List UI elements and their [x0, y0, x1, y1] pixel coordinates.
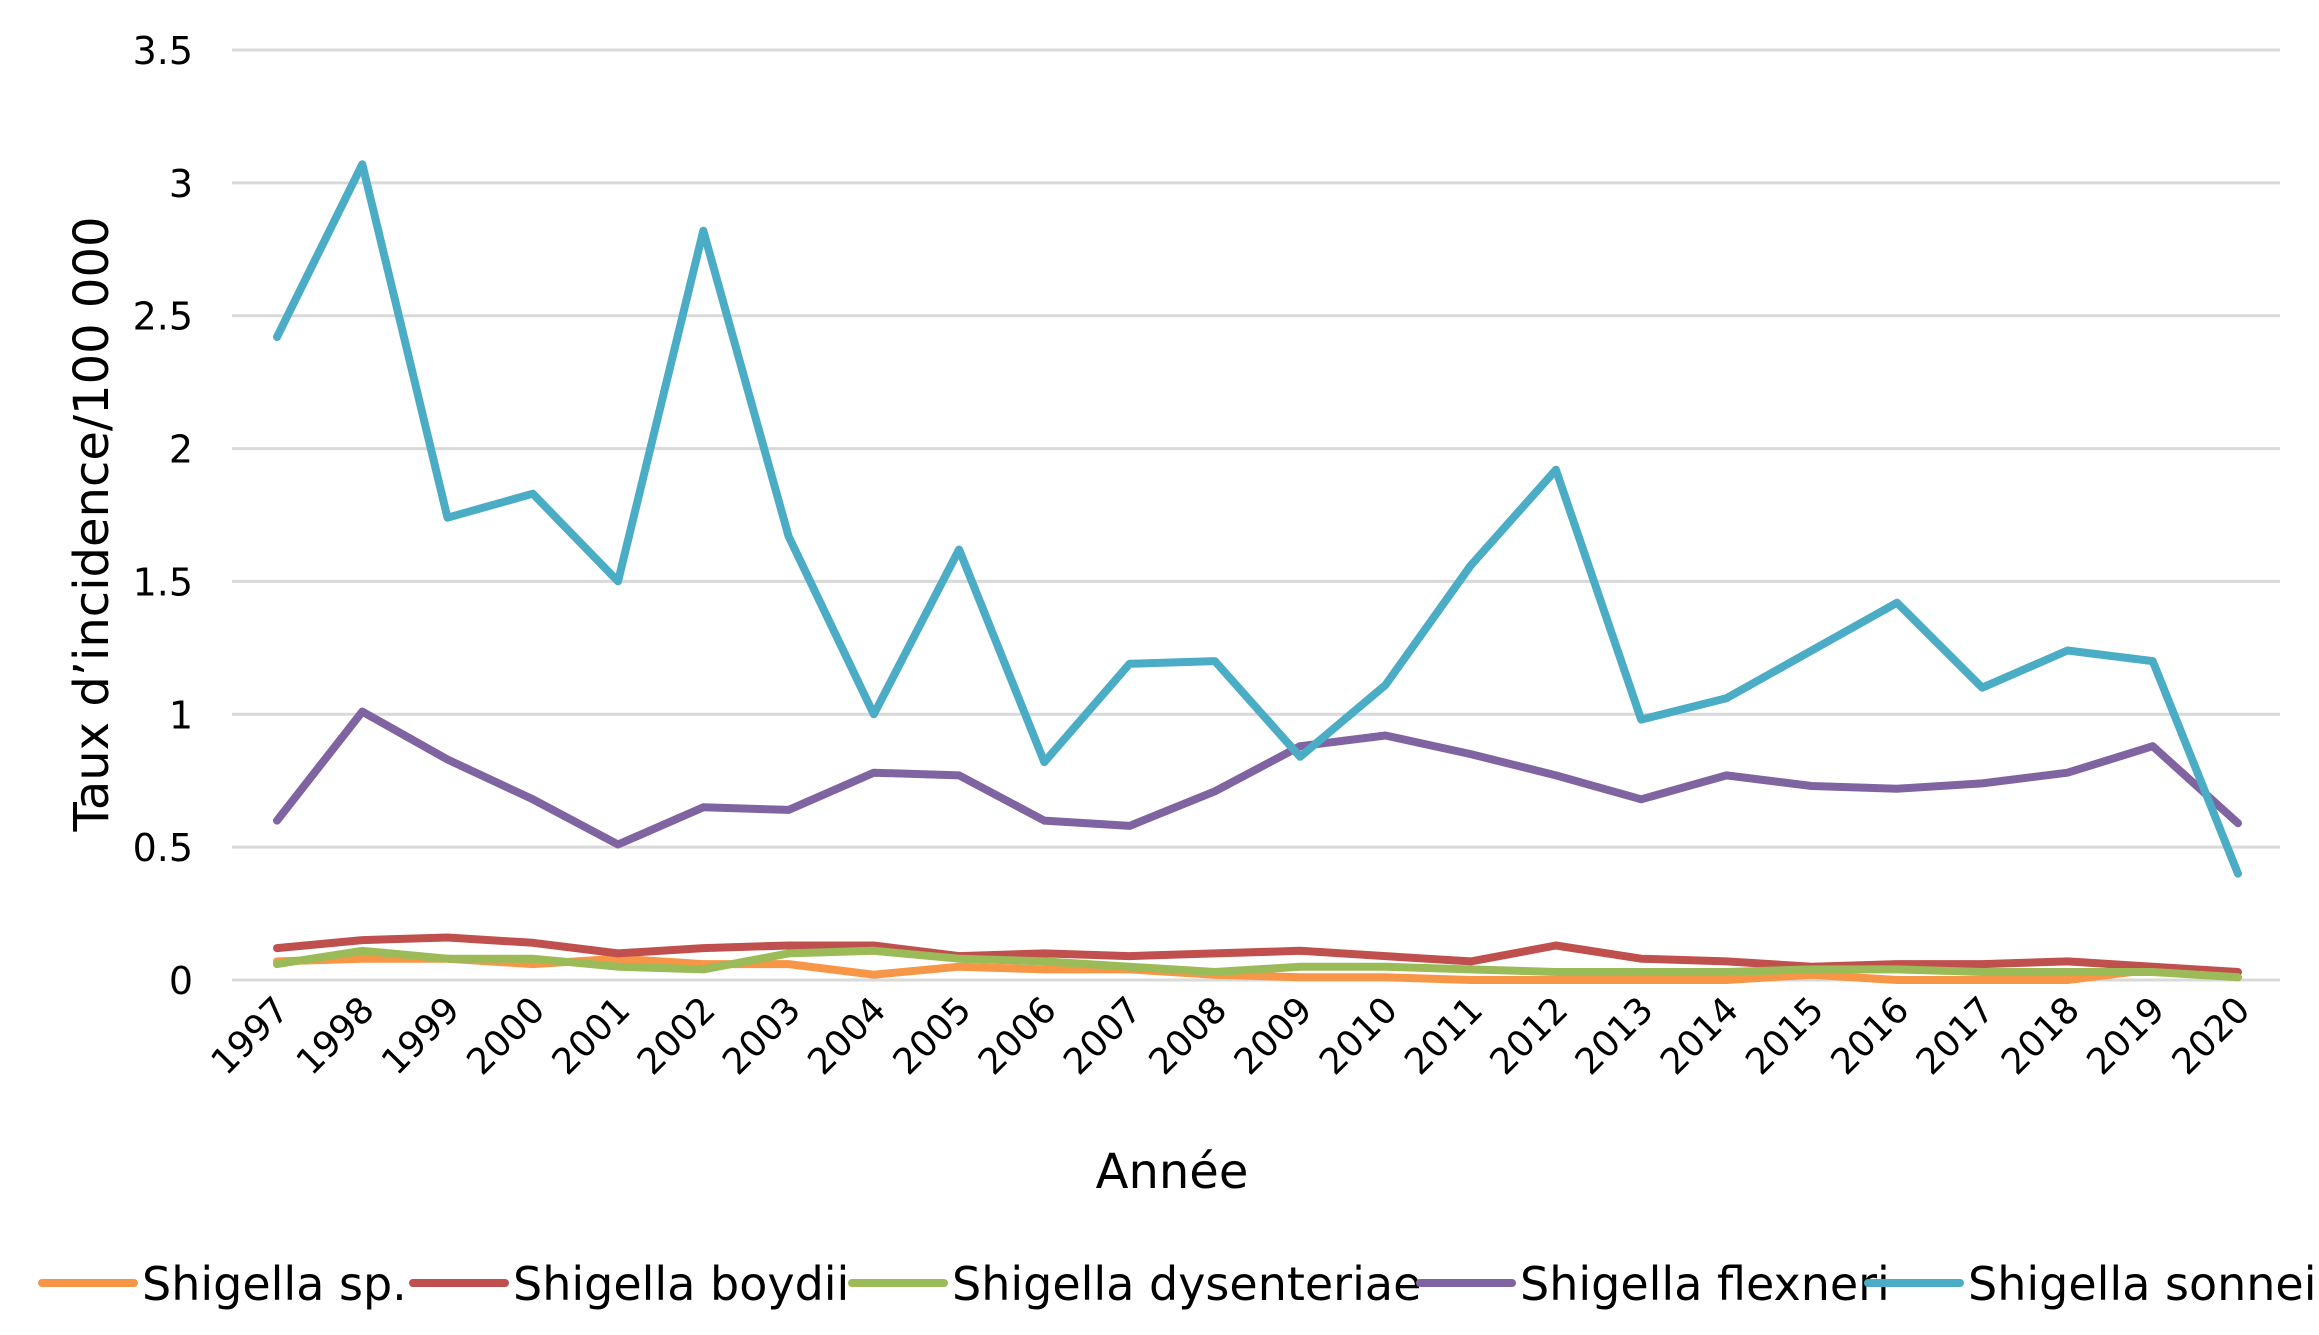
x-tick-label: 2017: [1909, 989, 2003, 1083]
x-tick-label: 2003: [715, 989, 809, 1083]
x-tick-label: 1997: [204, 989, 298, 1083]
x-tick-label: 2005: [886, 989, 980, 1083]
legend-label: Shigella boydii: [513, 1257, 849, 1311]
x-tick-label: 2015: [1738, 989, 1832, 1083]
x-tick-label: 2012: [1482, 989, 1576, 1083]
x-tick-label: 2001: [545, 989, 639, 1083]
x-tick-label: 1999: [374, 989, 468, 1083]
gridlines: [232, 48, 2280, 982]
x-tick-label: 2016: [1824, 989, 1918, 1083]
x-tick-label: 2000: [459, 989, 553, 1083]
y-axis-label: Taux d’incidence/100 000: [64, 216, 120, 832]
x-axis-tick-labels: 1997199819992000200120022003200420052006…: [204, 989, 2259, 1083]
legend-label: Shigella flexneri: [1520, 1257, 1890, 1311]
x-tick-label: 2013: [1568, 989, 1662, 1083]
y-tick-label: 2.5: [133, 295, 193, 339]
y-tick-label: 3: [169, 162, 193, 206]
x-tick-label: 2020: [2165, 989, 2259, 1083]
legend-label: Shigella dysenteriae: [952, 1257, 1421, 1311]
y-tick-label: 3.5: [133, 29, 193, 73]
legend: Shigella sp. Shigella boydii Shigella dyse…: [38, 1257, 2317, 1311]
series-line-shigella-sonnei: [273, 160, 2242, 878]
y-axis-tick-labels: 0 0.5 1 1.5 2 2.5 3 3.5: [133, 29, 193, 1003]
x-tick-label: 2010: [1312, 989, 1406, 1083]
y-tick-label: 1: [169, 693, 193, 737]
x-tick-label: 2004: [800, 989, 894, 1083]
series-lines: [273, 160, 2242, 984]
x-tick-label: 1998: [289, 989, 383, 1083]
x-axis-label: Année: [1096, 1144, 1249, 1200]
y-tick-label: 1.5: [133, 560, 193, 604]
x-tick-label: 2014: [1653, 989, 1747, 1083]
legend-label: Shigella sonnei: [1968, 1257, 2317, 1311]
x-tick-label: 2018: [1994, 989, 2088, 1083]
legend-label: Shigella sp.: [142, 1257, 407, 1311]
x-tick-label: 2002: [630, 989, 724, 1083]
x-tick-label: 2019: [2079, 989, 2173, 1083]
y-tick-label: 2: [169, 428, 193, 472]
y-tick-label: 0: [169, 959, 193, 1003]
series-line-shigella-boydii: [273, 933, 2242, 976]
x-tick-label: 2007: [1056, 989, 1150, 1083]
y-tick-label: 0.5: [133, 826, 193, 870]
series-line-shigella-dysenteriae: [273, 946, 2242, 982]
x-tick-label: 2011: [1397, 989, 1491, 1083]
series-line-shigella-flexneri: [273, 707, 2242, 849]
series-line-shigella-sp: [273, 954, 2242, 984]
x-tick-label: 2006: [971, 989, 1065, 1083]
x-tick-label: 2008: [1141, 989, 1235, 1083]
x-tick-label: 2009: [1227, 989, 1321, 1083]
